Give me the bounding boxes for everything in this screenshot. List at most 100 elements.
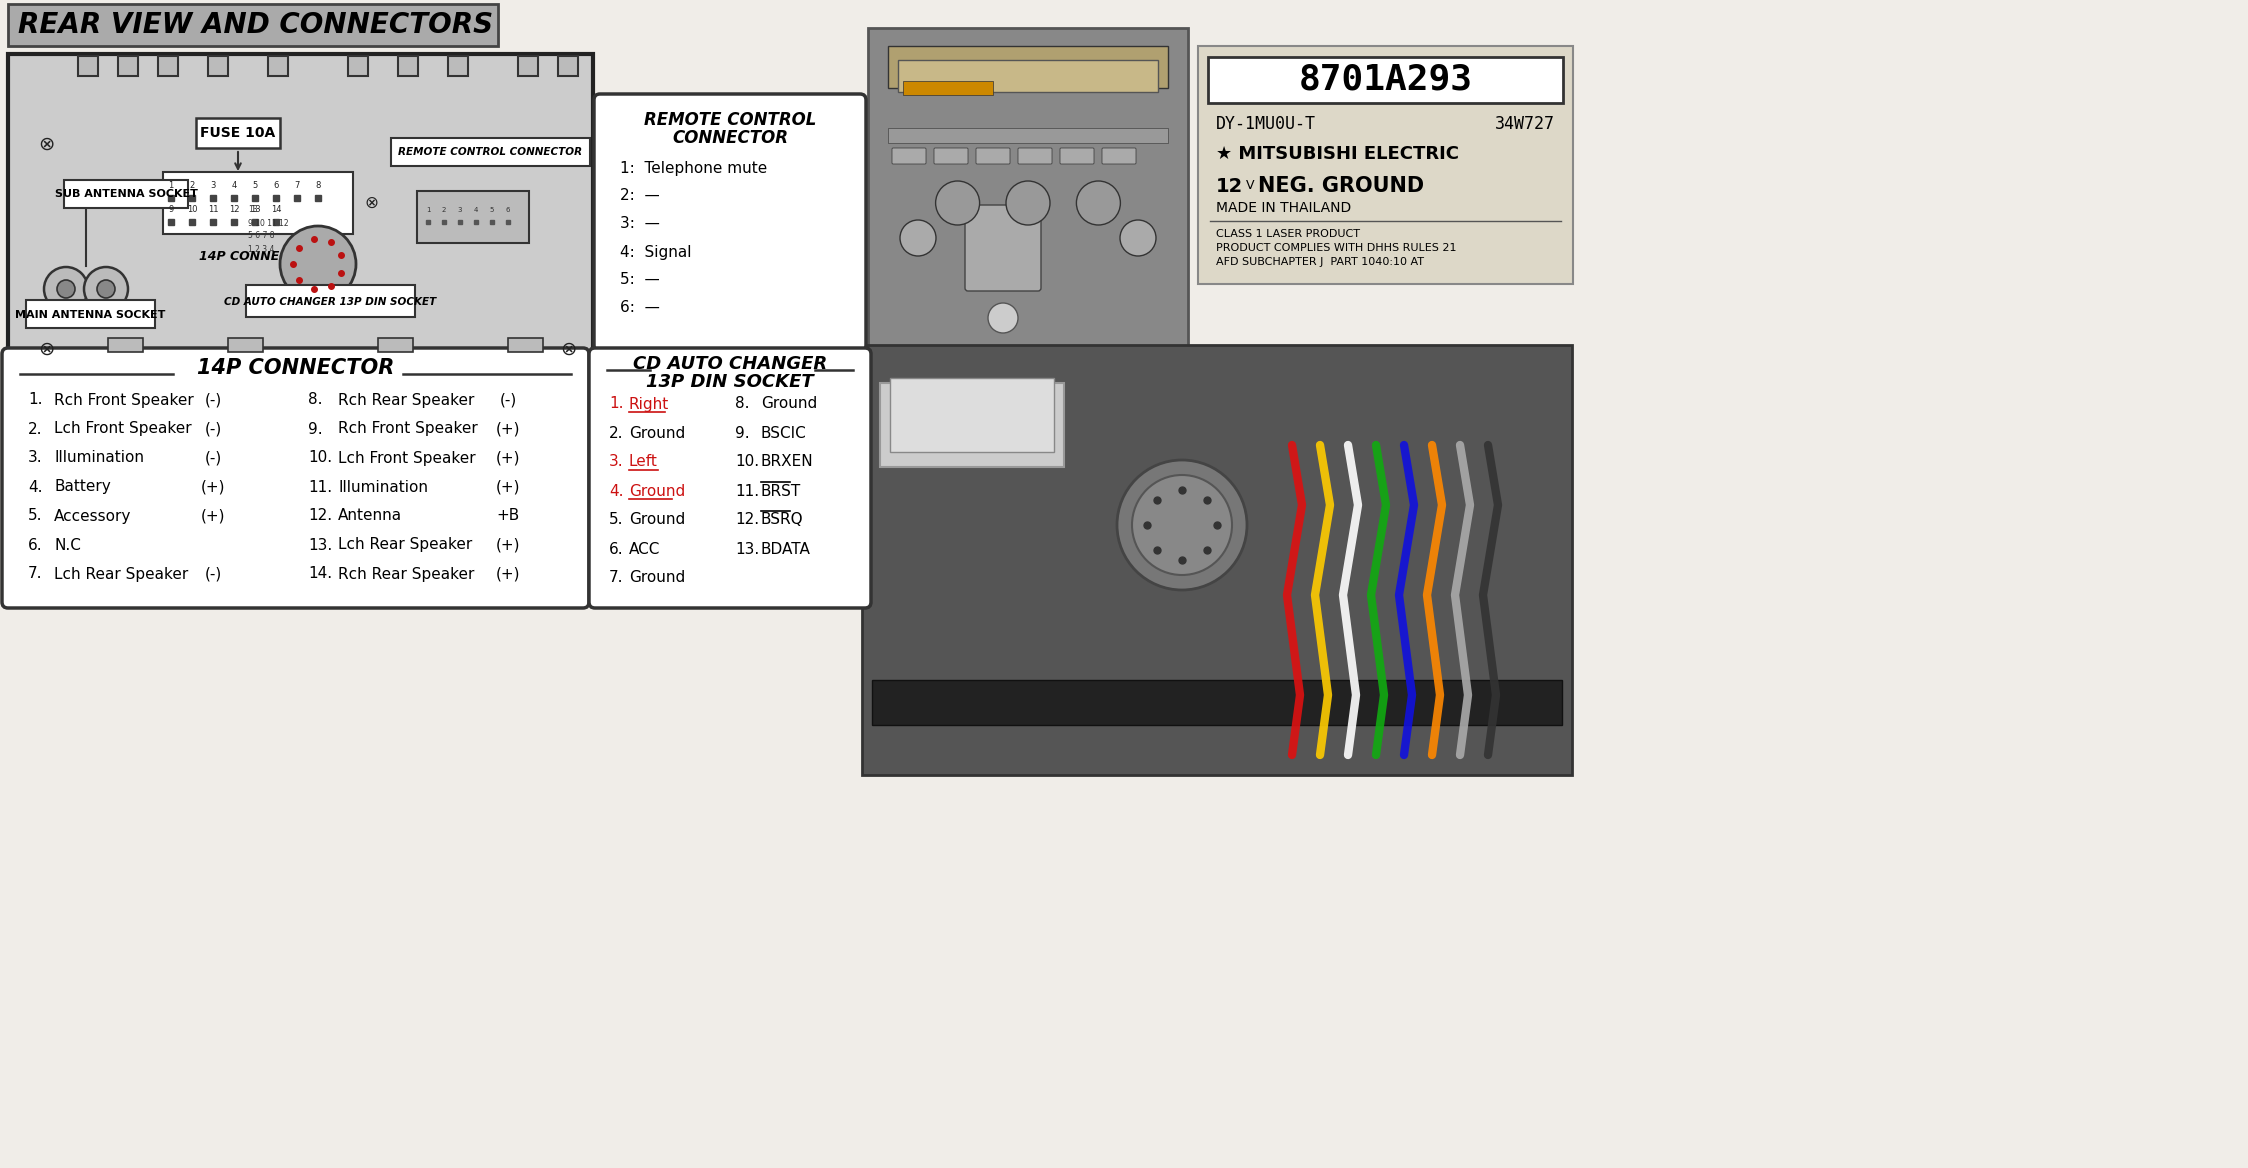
Text: BSRQ: BSRQ <box>762 513 803 528</box>
FancyBboxPatch shape <box>1018 148 1052 164</box>
Text: Rch Front Speaker: Rch Front Speaker <box>54 392 193 408</box>
Text: 5 6 7 8: 5 6 7 8 <box>247 231 274 241</box>
Circle shape <box>281 225 355 303</box>
Text: 11: 11 <box>207 206 218 215</box>
Text: Ground: Ground <box>629 513 686 528</box>
Text: Rch Rear Speaker: Rch Rear Speaker <box>337 566 474 582</box>
Text: (+): (+) <box>497 566 519 582</box>
FancyBboxPatch shape <box>398 56 418 76</box>
Text: +B: +B <box>497 508 519 523</box>
FancyBboxPatch shape <box>9 4 499 46</box>
FancyBboxPatch shape <box>593 93 865 352</box>
Text: ⊗: ⊗ <box>560 340 575 359</box>
FancyBboxPatch shape <box>508 338 544 352</box>
FancyBboxPatch shape <box>861 345 1571 776</box>
Text: 7: 7 <box>294 181 299 189</box>
Text: Lch Rear Speaker: Lch Rear Speaker <box>54 566 189 582</box>
Text: 7.: 7. <box>609 570 623 585</box>
Text: REAR VIEW AND CONNECTORS: REAR VIEW AND CONNECTORS <box>18 11 492 39</box>
Text: Ground: Ground <box>629 570 686 585</box>
Circle shape <box>935 181 980 225</box>
Text: 1: 1 <box>425 207 429 213</box>
FancyBboxPatch shape <box>1198 46 1574 284</box>
Text: (+): (+) <box>200 480 225 494</box>
Text: 10.: 10. <box>308 451 333 466</box>
Circle shape <box>1007 181 1050 225</box>
Text: 13.: 13. <box>308 537 333 552</box>
FancyBboxPatch shape <box>933 148 969 164</box>
Circle shape <box>56 280 74 298</box>
FancyBboxPatch shape <box>447 56 468 76</box>
Text: Ground: Ground <box>629 484 686 499</box>
Text: 2.: 2. <box>609 425 623 440</box>
Text: 6:  —: 6: — <box>620 300 661 315</box>
Text: BRST: BRST <box>762 484 800 499</box>
Text: 10: 10 <box>187 206 198 215</box>
Text: 8: 8 <box>315 181 321 189</box>
Circle shape <box>1077 181 1120 225</box>
Text: 12.: 12. <box>735 513 760 528</box>
FancyBboxPatch shape <box>517 56 537 76</box>
Text: (-): (-) <box>205 566 223 582</box>
FancyBboxPatch shape <box>964 206 1041 291</box>
Text: CONNECTOR: CONNECTOR <box>672 128 789 147</box>
Text: 13: 13 <box>250 206 261 215</box>
Text: 13.: 13. <box>735 542 760 556</box>
Text: 13P DIN SOCKET: 13P DIN SOCKET <box>645 373 814 391</box>
Circle shape <box>83 267 128 311</box>
Text: 3:  —: 3: — <box>620 216 661 231</box>
Text: Ground: Ground <box>629 425 686 440</box>
Text: 2:  —: 2: — <box>620 188 659 203</box>
Text: 10.: 10. <box>735 454 760 470</box>
Text: 1.: 1. <box>609 396 623 411</box>
Text: (+): (+) <box>497 451 519 466</box>
Text: Right: Right <box>629 396 670 411</box>
Text: N.C: N.C <box>54 537 81 552</box>
Circle shape <box>989 303 1018 333</box>
Text: 1 2 3 4: 1 2 3 4 <box>247 244 274 253</box>
Text: 14P CONNECTOR: 14P CONNECTOR <box>198 359 393 378</box>
FancyBboxPatch shape <box>1061 148 1095 164</box>
FancyBboxPatch shape <box>117 56 137 76</box>
FancyBboxPatch shape <box>892 148 926 164</box>
Text: CD AUTO CHANGER: CD AUTO CHANGER <box>634 355 827 373</box>
Circle shape <box>899 220 935 256</box>
Text: BRXEN: BRXEN <box>762 454 814 470</box>
Text: MAIN ANTENNA SOCKET: MAIN ANTENNA SOCKET <box>16 310 164 320</box>
Text: Lch Front Speaker: Lch Front Speaker <box>54 422 191 437</box>
Text: 6: 6 <box>274 181 279 189</box>
FancyBboxPatch shape <box>348 56 369 76</box>
Text: 3.: 3. <box>609 454 623 470</box>
FancyBboxPatch shape <box>888 46 1169 88</box>
FancyBboxPatch shape <box>416 192 528 243</box>
Text: 6.: 6. <box>609 542 623 556</box>
FancyBboxPatch shape <box>268 56 288 76</box>
FancyBboxPatch shape <box>888 128 1169 142</box>
Text: AFD SUBCHAPTER J  PART 1040:10 AT: AFD SUBCHAPTER J PART 1040:10 AT <box>1216 257 1423 267</box>
FancyBboxPatch shape <box>196 118 281 148</box>
Text: (+): (+) <box>497 480 519 494</box>
Text: 11.: 11. <box>308 480 333 494</box>
FancyBboxPatch shape <box>79 56 99 76</box>
Text: ⊗: ⊗ <box>364 194 378 213</box>
Text: 5:  —: 5: — <box>620 272 659 287</box>
Text: BSCIC: BSCIC <box>762 425 807 440</box>
Text: 5.: 5. <box>609 513 623 528</box>
FancyBboxPatch shape <box>157 56 178 76</box>
Text: (-): (-) <box>499 392 517 408</box>
Text: REMOTE CONTROL CONNECTOR: REMOTE CONTROL CONNECTOR <box>398 147 582 157</box>
Text: Lch Front Speaker: Lch Front Speaker <box>337 451 477 466</box>
Text: ★ MITSUBISHI ELECTRIC: ★ MITSUBISHI ELECTRIC <box>1216 145 1459 164</box>
Text: V: V <box>1245 179 1254 192</box>
Text: 12: 12 <box>1216 176 1243 195</box>
Text: Battery: Battery <box>54 480 110 494</box>
Text: Rch Front Speaker: Rch Front Speaker <box>337 422 479 437</box>
Text: 4:  Signal: 4: Signal <box>620 244 692 259</box>
Text: 11.: 11. <box>735 484 760 499</box>
Text: Rch Rear Speaker: Rch Rear Speaker <box>337 392 474 408</box>
Text: 2: 2 <box>443 207 445 213</box>
Text: NEG. GROUND: NEG. GROUND <box>1259 176 1425 196</box>
FancyBboxPatch shape <box>227 338 263 352</box>
Text: 12: 12 <box>229 206 238 215</box>
Text: REMOTE CONTROL: REMOTE CONTROL <box>643 111 816 128</box>
